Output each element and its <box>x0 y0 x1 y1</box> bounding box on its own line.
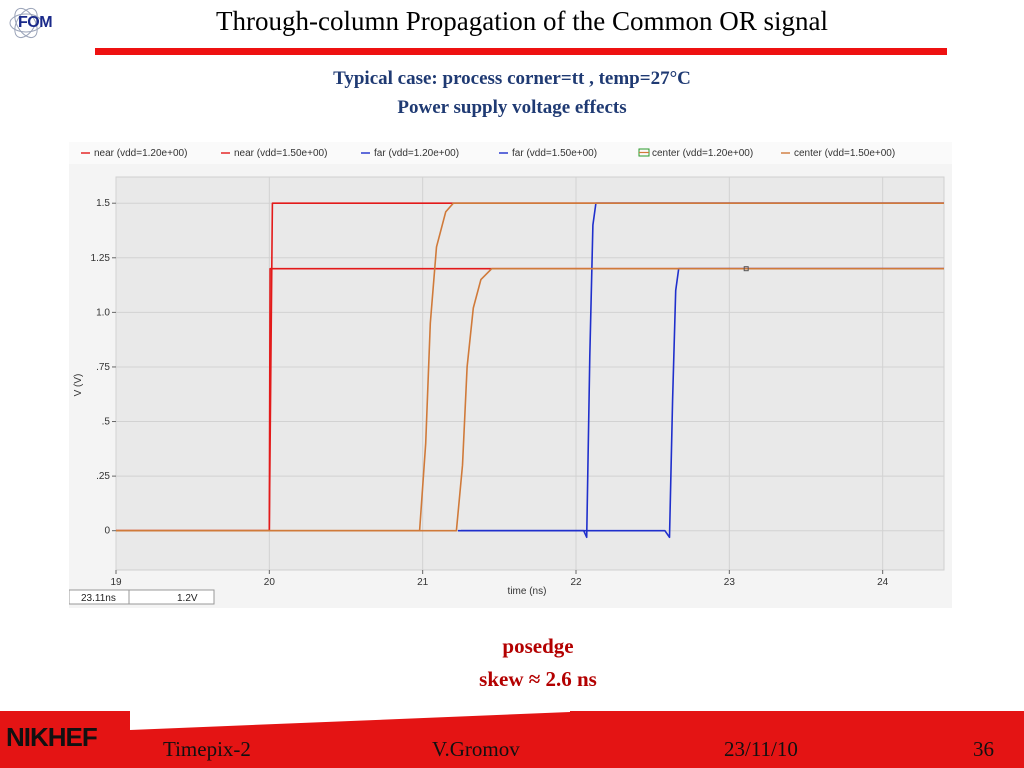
x-axis: 19 20 21 22 23 24 <box>110 570 889 588</box>
y-tick-label: .75 <box>96 362 110 373</box>
slide-title: Through-column Propagation of the Common… <box>216 6 828 36</box>
series-group <box>116 202 944 539</box>
x-tick-label: 22 <box>570 577 582 588</box>
legend-label: near (vdd=1.50e+00) <box>234 148 327 159</box>
legend-label: far (vdd=1.50e+00) <box>512 148 597 159</box>
legend-bar <box>69 142 952 164</box>
x-tick-label: 20 <box>264 577 276 588</box>
series-line <box>116 267 944 532</box>
series-line <box>116 202 944 532</box>
footer <box>0 700 1024 768</box>
fom-logo <box>9 7 43 39</box>
fom-logo-text: FOM <box>18 14 53 31</box>
y-tick-label: .25 <box>96 471 110 482</box>
y-tick-label: .5 <box>102 417 111 428</box>
legend-label: center (vdd=1.50e+00) <box>794 148 895 159</box>
subtitle-line1: Typical case: process corner=tt , temp=2… <box>333 68 691 89</box>
legend-label: far (vdd=1.20e+00) <box>374 148 459 159</box>
readout-y: 1.2V <box>177 593 198 604</box>
cursor-readout <box>68 589 215 605</box>
posedge-note: posedge <box>502 634 574 658</box>
footer-page-number: 36 <box>973 737 994 761</box>
x-axis-label: time (ns) <box>508 586 547 597</box>
y-tick-label: 1.25 <box>91 253 111 264</box>
x-tick-label: 24 <box>877 577 889 588</box>
cursor-marker[interactable] <box>743 266 749 272</box>
legend-label: center (vdd=1.20e+00) <box>652 148 753 159</box>
skew-note: skew ≈ 2.6 ns <box>479 667 597 691</box>
y-tick-label: 0 <box>104 526 110 537</box>
title-rule <box>95 48 947 55</box>
x-tick-label: 21 <box>417 577 429 588</box>
footer-author: V.Gromov <box>432 737 520 761</box>
y-tick-label: 1.0 <box>96 307 110 318</box>
footer-project: Timepix-2 <box>163 737 251 761</box>
x-tick-label: 19 <box>110 577 122 588</box>
plot-area[interactable] <box>115 176 945 571</box>
waveform-chart: near (vdd=1.20e+00) near (vdd=1.50e+00) fa… <box>68 142 952 608</box>
y-axis-label: V (V) <box>73 374 84 397</box>
x-tick-label: 23 <box>724 577 736 588</box>
nikhef-logo: NIKHEF <box>6 722 98 752</box>
y-tick-label: 1.5 <box>96 198 110 209</box>
subtitle-line2: Power supply voltage effects <box>397 97 627 118</box>
readout-x: 23.11ns <box>81 593 116 604</box>
y-axis: 0 .25 .5 .75 1.0 1.25 1.5 <box>91 198 116 537</box>
legend-label: near (vdd=1.20e+00) <box>94 148 187 159</box>
chart-svg: near (vdd=1.20e+00) near (vdd=1.50e+00) fa… <box>68 142 952 608</box>
legend: near (vdd=1.20e+00) near (vdd=1.50e+00) fa… <box>81 148 895 159</box>
footer-date: 23/11/10 <box>724 737 798 761</box>
